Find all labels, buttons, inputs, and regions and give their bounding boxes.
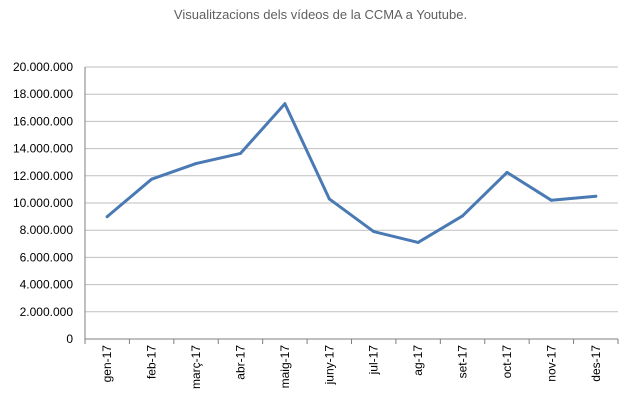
x-tick-label: abr-17 (233, 345, 247, 380)
data-point (372, 230, 376, 234)
axes (84, 67, 619, 344)
y-tick-label: 6.000.000 (20, 250, 74, 264)
x-tick-label: feb-17 (145, 345, 159, 379)
data-point (194, 162, 198, 166)
data-point (505, 170, 509, 174)
chart-title: Visualitzacions dels vídeos de la CCMA a… (173, 7, 468, 22)
x-tick-label: juny-17 (322, 345, 336, 386)
x-tick-label: des-17 (589, 345, 603, 382)
y-tick-label: 0 (66, 332, 73, 346)
y-tick-label: 16.000.000 (13, 114, 73, 128)
y-tick-label: 2.000.000 (20, 305, 74, 319)
x-tick-label: oct-17 (500, 345, 514, 379)
y-tick-label: 8.000.000 (20, 223, 74, 237)
series-line (105, 102, 598, 244)
gridlines (85, 66, 618, 313)
data-point (327, 197, 331, 201)
y-tick-label: 12.000.000 (13, 169, 73, 183)
x-tick-label: març-17 (189, 345, 203, 389)
x-tick-label: maig-17 (278, 345, 292, 389)
x-tick-labels: gen-17 feb-17 març-17 abr-17 maig-17 juny-17 j… (100, 345, 603, 389)
data-point (105, 215, 109, 219)
y-tick-label: 18.000.000 (13, 87, 73, 101)
y-tick-label: 14.000.000 (13, 142, 73, 156)
x-tick-label: set-17 (456, 345, 470, 379)
y-tick-label: 10.000.000 (13, 196, 73, 210)
data-point (150, 177, 154, 181)
data-point (461, 214, 465, 218)
x-tick-label: ag-17 (411, 345, 425, 376)
data-point (594, 194, 598, 198)
y-tick-label: 20.000.000 (13, 60, 73, 74)
data-point (283, 102, 287, 106)
series (105, 102, 598, 244)
x-tick-label: nov-17 (544, 345, 558, 382)
data-point (549, 198, 553, 202)
y-tick-label: 4.000.000 (20, 278, 74, 292)
x-tick-label: gen-17 (100, 345, 114, 383)
data-point (238, 151, 242, 155)
x-tick-label: jul-17 (367, 345, 381, 376)
y-tick-labels: 0 2.000.000 4.000.000 6.000.000 8.000.000 10.… (13, 60, 73, 346)
data-point (416, 240, 420, 244)
